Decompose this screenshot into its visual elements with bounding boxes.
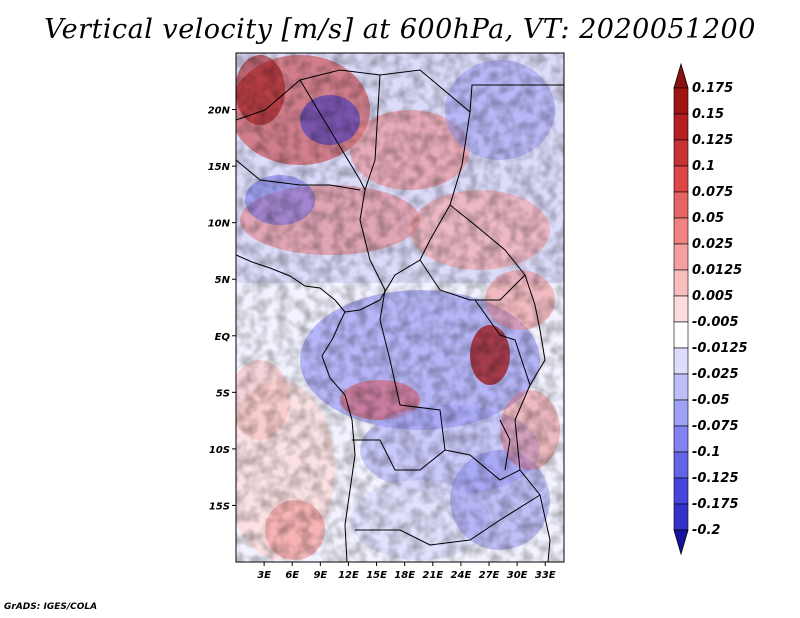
- colorbar-label: -0.125: [692, 471, 739, 486]
- colorbar-label: 0.05: [692, 211, 724, 226]
- lon-tick-label: 18E: [394, 570, 415, 581]
- colorbar-label: 0.175: [692, 81, 733, 96]
- lat-tick-label: 15N: [208, 162, 231, 173]
- colorbar-label: -0.05: [692, 393, 729, 408]
- colorbar: 0.175 0.15 0.125 0.1 0.075 0.05 0.025 0.0125 0.0…: [673, 62, 748, 556]
- colorbar-segment: [673, 503, 689, 531]
- lat-tick-label: 10S: [209, 445, 230, 456]
- colorbar-label: -0.2: [692, 523, 720, 538]
- colorbar-segment: [673, 217, 689, 245]
- colorbar-label: 0.0125: [692, 263, 742, 278]
- colorbar-segment: [673, 87, 689, 115]
- chart-title: Vertical velocity [m/s] at 600hPa, VT: 2…: [44, 14, 756, 45]
- colorbar-label: -0.175: [692, 497, 739, 512]
- lat-tick-label: 5S: [216, 388, 230, 399]
- colorbar-label: 0.125: [692, 133, 733, 148]
- lon-tick-label: 33E: [535, 570, 556, 581]
- colorbar-segment: [673, 269, 689, 297]
- lon-tick-label: 15E: [366, 570, 387, 581]
- colorbar-label: 0.025: [692, 237, 733, 252]
- lon-tick-label: 12E: [338, 570, 359, 581]
- colorbar-label: -0.0125: [692, 341, 748, 356]
- colorbar-label: 0.15: [692, 107, 724, 122]
- colorbar-segment: [673, 243, 689, 271]
- colorbar-segment: [673, 451, 689, 479]
- colorbar-segment: [673, 477, 689, 505]
- lat-tick-label: 20N: [208, 106, 231, 117]
- colorbar-bottom-arrow: [673, 529, 689, 556]
- lon-tick-label: 6E: [285, 570, 299, 581]
- country-borders: [236, 69, 564, 562]
- grads-credit: GrADS: IGES/COLA: [4, 602, 98, 612]
- colorbar-label: -0.025: [692, 367, 739, 382]
- colorbar-segment: [673, 191, 689, 219]
- lat-tick-label: 15S: [209, 501, 230, 512]
- colorbar-segment: [673, 165, 689, 193]
- colorbar-segment: [673, 347, 689, 375]
- colorbar-segment: [673, 399, 689, 427]
- colorbar-label: 0.1: [692, 159, 715, 174]
- longitude-axis: 3E 6E 9E 12E 15E 18E 21E 24E 27E 30E 33E: [257, 562, 556, 581]
- lat-tick-label: EQ: [215, 332, 231, 343]
- lon-tick-label: 30E: [507, 570, 528, 581]
- lon-tick-label: 3E: [257, 570, 271, 581]
- velocity-field: [236, 53, 564, 562]
- lat-tick-label: 10N: [208, 219, 231, 230]
- colorbar-label: -0.1: [692, 445, 720, 460]
- colorbar-label: 0.005: [692, 289, 733, 304]
- lon-tick-label: 9E: [313, 570, 327, 581]
- colorbar-label: -0.005: [692, 315, 739, 330]
- colorbar-segment: [673, 321, 689, 349]
- colorbar-segment: [673, 139, 689, 167]
- lon-tick-label: 21E: [422, 570, 443, 581]
- map-frame: [235, 52, 565, 563]
- colorbar-segment: [673, 113, 689, 141]
- colorbar-segment: [673, 295, 689, 323]
- lat-tick-label: 5N: [215, 275, 231, 286]
- colorbar-segment: [673, 425, 689, 453]
- colorbar-label: -0.075: [692, 419, 739, 434]
- colorbar-label: 0.075: [692, 185, 733, 200]
- lon-tick-label: 24E: [451, 570, 472, 581]
- colorbar-top-arrow: [673, 62, 689, 89]
- lon-tick-label: 27E: [479, 570, 500, 581]
- colorbar-segment: [673, 373, 689, 401]
- latitude-axis: 20N 15N 10N 5N EQ 5S 10S 15S: [208, 106, 236, 512]
